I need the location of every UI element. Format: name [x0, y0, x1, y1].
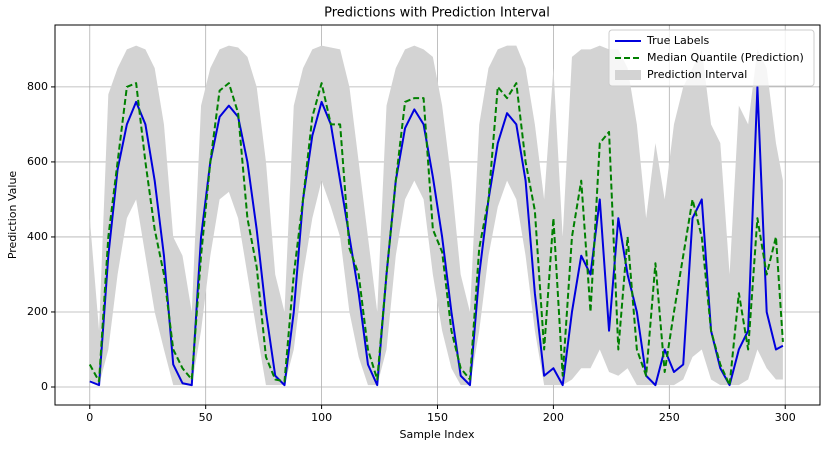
plot-frame	[54, 24, 821, 406]
chart-title: Predictions with Prediction Interval	[324, 6, 550, 21]
y-tick-label: 0	[41, 380, 48, 393]
x-tick-label: 200	[543, 411, 564, 424]
x-axis-label: Sample Index	[399, 428, 475, 441]
x-tick-label: 50	[199, 411, 213, 424]
series-line	[88, 82, 784, 387]
x-tick-label: 250	[659, 411, 680, 424]
x-tick-label: 150	[427, 411, 448, 424]
y-tick-label: 200	[27, 305, 48, 318]
y-tick-label: 800	[27, 80, 48, 93]
legend-label: Median Quantile (Prediction)	[647, 51, 804, 64]
y-axis-label: Prediction Value	[6, 171, 19, 260]
legend-swatch	[615, 70, 641, 80]
x-tick-label: 0	[86, 411, 93, 424]
prediction-interval	[89, 45, 783, 386]
x-tick-label: 100	[311, 411, 332, 424]
y-tick-label: 400	[27, 230, 48, 243]
legend-box	[608, 29, 815, 87]
legend-label: Prediction Interval	[647, 68, 747, 81]
x-tick-label: 300	[775, 411, 796, 424]
y-tick-label: 600	[27, 155, 48, 168]
legend-label: True Labels	[646, 34, 710, 47]
